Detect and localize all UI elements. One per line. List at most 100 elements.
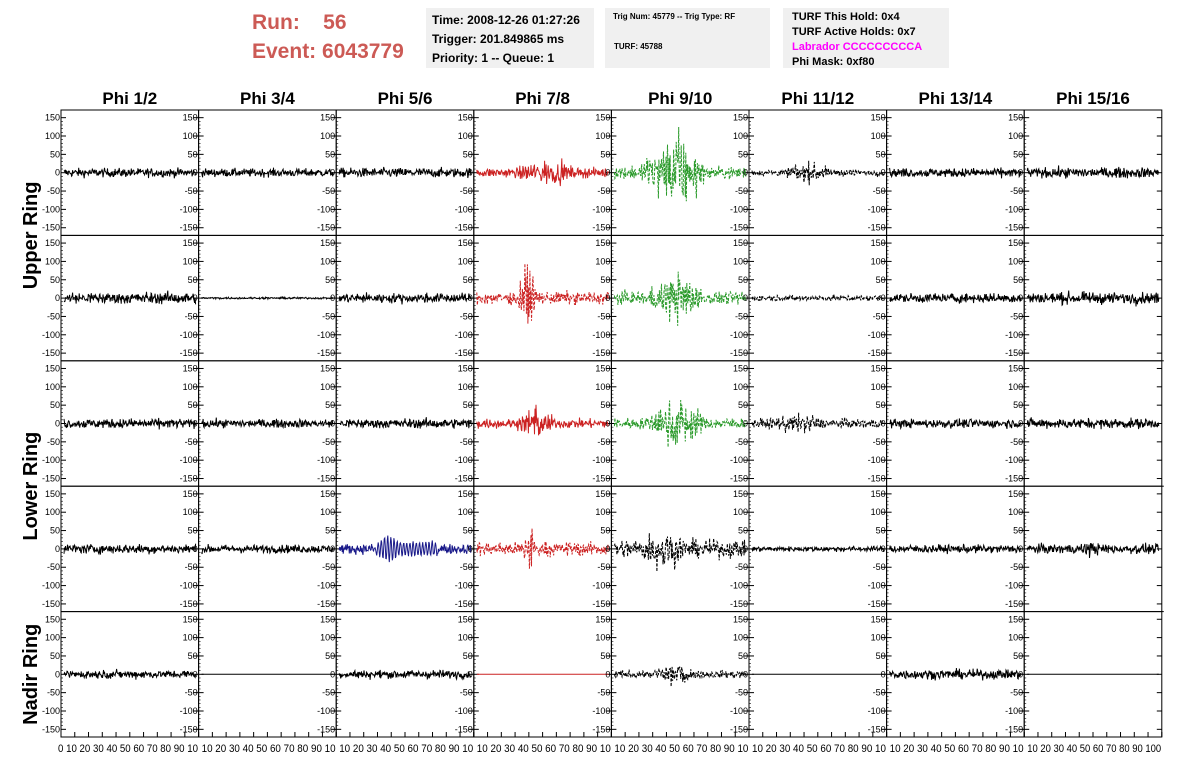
event-row: Event: 6043779 (252, 37, 404, 66)
y-tick-label: 0 (55, 293, 60, 303)
waveform-trace (751, 160, 885, 186)
y-tick-label: -50 (1010, 562, 1023, 572)
y-tick-label: -50 (597, 688, 610, 698)
phi-mask-text: Phi Mask: 0xf80 (792, 56, 875, 68)
x-axis-tick-labels: 10 20 30 40 50 60 70 80 90 10 (477, 743, 611, 755)
y-tick-label: 100 (733, 256, 748, 266)
y-tick-label: -100 (455, 204, 473, 214)
y-tick-label: -100 (180, 455, 198, 465)
y-tick-label: 50 (325, 275, 335, 285)
ring-label: Nadir Ring (20, 624, 42, 725)
y-tick-label: 100 (733, 382, 748, 392)
y-tick-label: -50 (597, 311, 610, 321)
y-tick-label: 150 (871, 238, 886, 248)
y-tick-label: 0 (743, 293, 748, 303)
y-tick-label: -100 (868, 204, 886, 214)
x-axis-tick-labels: 10 20 30 40 50 60 70 80 90 10 (202, 743, 336, 755)
y-tick-label: 0 (330, 419, 335, 429)
y-tick-label: -50 (735, 311, 748, 321)
y-tick-label: -50 (460, 437, 473, 447)
y-tick-label: 100 (595, 633, 610, 643)
y-tick-label: 150 (458, 614, 473, 624)
y-tick-label: 100 (871, 256, 886, 266)
y-tick-label: -50 (460, 688, 473, 698)
waveform-trace (613, 271, 747, 326)
y-tick-label: -50 (1010, 437, 1023, 447)
y-tick-label: 0 (743, 669, 748, 679)
y-tick-label: -100 (180, 706, 198, 716)
y-tick-label: 150 (733, 614, 748, 624)
y-tick-label: 0 (743, 168, 748, 178)
y-tick-label: 50 (876, 526, 886, 536)
y-tick-label: 100 (1008, 633, 1023, 643)
labrador-text: Labrador CCCCCCCCCA (792, 41, 923, 53)
y-tick-label: 0 (193, 544, 198, 554)
y-tick-label: 50 (188, 526, 198, 536)
y-tick-label: 50 (463, 651, 473, 661)
y-tick-label: 0 (193, 419, 198, 429)
y-tick-label: 100 (45, 256, 60, 266)
y-tick-label: 100 (45, 131, 60, 141)
y-tick-label: -100 (730, 581, 748, 591)
trig-num-panel: Trig Num: 45779 -- Trig Type: RF TURF: 4… (605, 8, 770, 68)
y-tick-label: 50 (188, 275, 198, 285)
y-tick-label: 150 (1008, 363, 1023, 373)
y-tick-label: 150 (595, 489, 610, 499)
y-tick-label: -100 (42, 581, 60, 591)
y-tick-label: -50 (735, 186, 748, 196)
phi-column-label: Phi 3/4 (240, 89, 295, 108)
y-tick-label: 50 (188, 400, 198, 410)
y-tick-label: -50 (597, 437, 610, 447)
y-tick-label: -50 (735, 437, 748, 447)
y-tick-label: -100 (42, 204, 60, 214)
y-tick-label: -150 (180, 474, 198, 484)
ring-label: Lower Ring (20, 432, 42, 541)
y-tick-label: 100 (45, 633, 60, 643)
y-tick-label: -100 (868, 581, 886, 591)
y-tick-label: 50 (50, 149, 60, 159)
y-tick-label: -100 (180, 330, 198, 340)
y-tick-label: 100 (1008, 256, 1023, 266)
phi-column-label: Phi 1/2 (102, 89, 157, 108)
y-tick-label: 150 (871, 614, 886, 624)
y-tick-label: 100 (1008, 131, 1023, 141)
trig-num-text: Trig Num: 45779 -- Trig Type: RF (613, 12, 736, 21)
y-tick-label: -100 (455, 581, 473, 591)
y-tick-label: -100 (317, 706, 335, 716)
y-tick-label: -150 (317, 223, 335, 233)
y-tick-label: -100 (592, 706, 610, 716)
y-tick-label: -100 (42, 706, 60, 716)
waveform-trace (63, 167, 197, 179)
y-tick-label: 150 (183, 363, 198, 373)
y-tick-label: 0 (468, 419, 473, 429)
phi-column-label: Phi 13/14 (919, 89, 993, 108)
y-tick-label: -100 (868, 706, 886, 716)
y-tick-label: -150 (455, 474, 473, 484)
y-tick-label: 150 (320, 113, 335, 123)
event-value: 6043779 (322, 40, 404, 63)
y-tick-label: 50 (1013, 149, 1023, 159)
y-tick-label: -150 (592, 348, 610, 358)
y-tick-label: -100 (592, 204, 610, 214)
y-tick-label: -50 (185, 311, 198, 321)
y-tick-label: 0 (1018, 544, 1023, 554)
y-tick-label: -150 (180, 348, 198, 358)
y-tick-label: 150 (183, 113, 198, 123)
waveform-trace (476, 263, 609, 324)
y-tick-label: 150 (183, 238, 198, 248)
waveform-trace (338, 535, 472, 563)
y-tick-label: 0 (881, 293, 886, 303)
y-tick-label: 100 (458, 382, 473, 392)
y-tick-label: -50 (185, 186, 198, 196)
y-tick-label: -150 (1005, 348, 1023, 358)
waveform-trace (63, 668, 197, 680)
y-tick-label: -50 (873, 437, 886, 447)
y-tick-label: 50 (876, 149, 886, 159)
y-tick-label: -100 (42, 330, 60, 340)
y-tick-label: -50 (873, 186, 886, 196)
y-tick-label: 0 (330, 669, 335, 679)
y-tick-label: -50 (322, 562, 335, 572)
y-tick-label: -50 (873, 311, 886, 321)
y-tick-label: -150 (42, 474, 60, 484)
y-tick-label: 150 (595, 614, 610, 624)
